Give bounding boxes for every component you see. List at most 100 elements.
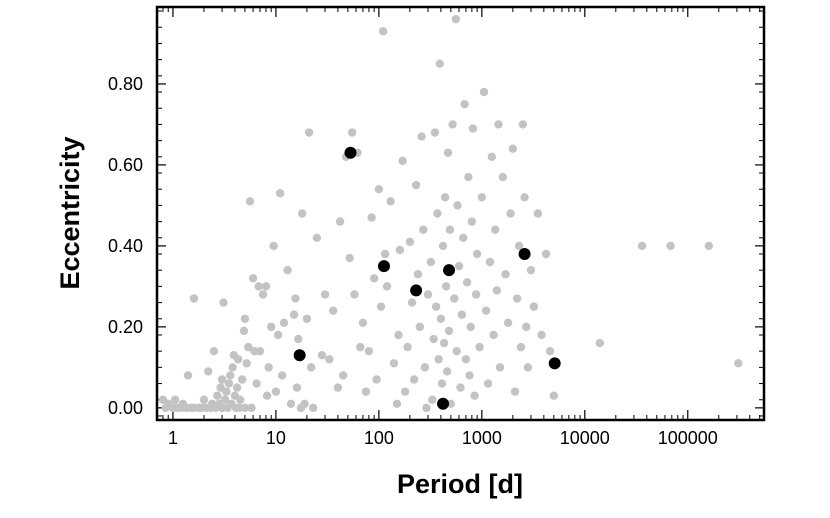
point-gray	[437, 379, 447, 388]
point-gray	[465, 371, 474, 380]
point-gray	[446, 399, 456, 409]
point-gray	[494, 120, 503, 129]
x-tick-label: 10	[266, 428, 286, 448]
point-gray	[498, 172, 508, 182]
point-gray	[481, 306, 491, 315]
point-gray	[411, 180, 421, 190]
point-gray	[468, 124, 478, 133]
point-gray	[271, 387, 281, 396]
point-gray	[492, 286, 502, 295]
point-highlight	[293, 349, 306, 362]
point-gray	[433, 209, 442, 218]
point-gray	[472, 249, 482, 259]
point-gray	[320, 290, 330, 299]
point-gray	[369, 274, 379, 283]
point-gray	[491, 225, 500, 234]
point-gray	[382, 282, 392, 291]
point-highlight	[548, 357, 561, 370]
point-gray	[403, 342, 412, 352]
plot-frame	[155, 5, 766, 422]
point-gray	[277, 371, 287, 380]
point-gray	[407, 298, 417, 307]
point-gray	[306, 363, 316, 372]
point-gray	[189, 294, 199, 303]
point-gray	[237, 375, 247, 384]
point-gray	[297, 209, 307, 218]
x-axis-title: Period [d]	[397, 469, 523, 499]
point-gray	[464, 172, 473, 182]
x-tick-label: 1	[168, 428, 178, 448]
x-tick-label: 1000	[462, 428, 502, 448]
point-gray	[489, 330, 498, 340]
point-gray	[242, 359, 251, 368]
point-gray	[294, 334, 303, 344]
x-tick-label: 100000	[658, 428, 718, 448]
point-gray	[224, 379, 234, 388]
point-gray	[240, 403, 250, 413]
point-gray	[483, 379, 493, 388]
point-gray	[503, 318, 513, 328]
point-gray	[392, 399, 402, 409]
point-gray	[204, 367, 213, 376]
point-gray	[291, 294, 300, 303]
point-gray	[356, 342, 365, 352]
point-gray	[376, 302, 386, 311]
point-gray	[209, 346, 219, 356]
y-tick-label: 0.20	[108, 317, 143, 337]
data-points	[158, 14, 743, 413]
point-gray	[526, 265, 536, 275]
point-highlight	[377, 260, 390, 273]
point-gray	[460, 99, 469, 109]
point-gray	[454, 261, 464, 271]
tick-labels: 0.00 0.20 0.40 0.60 0.80 1 10 100 1000 10000 10000…	[108, 74, 718, 448]
point-gray	[422, 403, 431, 413]
point-gray	[545, 346, 555, 356]
point-gray	[518, 120, 528, 129]
point-highlight	[410, 284, 423, 297]
point-gray	[222, 387, 231, 396]
point-gray	[219, 298, 228, 307]
point-gray	[312, 233, 322, 242]
point-gray	[541, 249, 551, 259]
point-gray	[398, 156, 407, 166]
point-gray	[467, 217, 477, 226]
point-gray	[523, 363, 533, 372]
point-gray	[510, 387, 520, 396]
point-gray	[439, 338, 449, 348]
point-gray	[217, 375, 227, 384]
point-gray	[522, 322, 531, 332]
point-gray	[386, 197, 395, 206]
point-gray	[289, 310, 299, 319]
point-gray	[430, 128, 440, 137]
point-gray	[213, 391, 222, 400]
point-gray	[358, 318, 368, 328]
point-gray	[533, 209, 543, 218]
point-gray	[367, 213, 376, 222]
point-gray	[394, 330, 403, 340]
point-gray	[247, 403, 256, 413]
point-gray	[419, 225, 428, 234]
point-gray	[637, 241, 647, 251]
point-gray	[477, 193, 487, 202]
point-gray	[283, 265, 292, 275]
point-gray	[495, 363, 505, 372]
point-gray	[442, 367, 452, 376]
point-gray	[279, 318, 289, 328]
point-gray	[516, 342, 526, 352]
point-gray	[400, 387, 410, 396]
point-gray	[443, 148, 453, 157]
point-gray	[429, 334, 438, 344]
point-gray	[512, 294, 522, 303]
point-gray	[428, 395, 437, 404]
point-gray	[415, 322, 425, 332]
point-gray	[317, 351, 327, 360]
point-gray	[220, 395, 230, 404]
point-gray	[245, 197, 255, 206]
point-highlight	[443, 264, 456, 277]
point-gray	[426, 257, 436, 267]
point-gray	[734, 359, 743, 368]
point-gray	[258, 290, 268, 299]
point-gray	[462, 278, 472, 287]
point-gray	[361, 387, 371, 396]
point-gray	[435, 59, 444, 68]
